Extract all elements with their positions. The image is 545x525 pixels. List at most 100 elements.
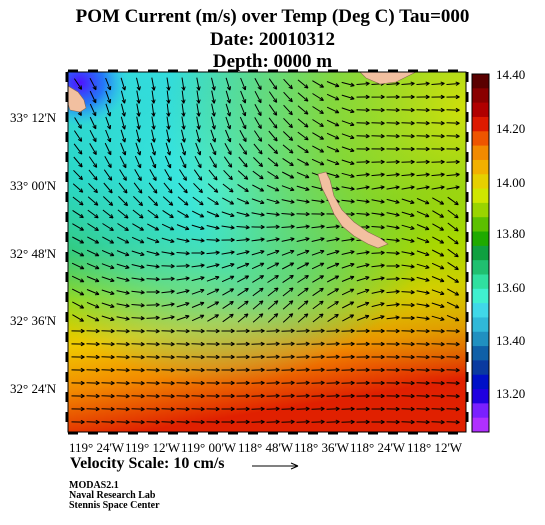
current-vector-arrow: [371, 94, 385, 100]
current-vector-arrow: [282, 157, 294, 167]
current-vector-arrow: [161, 315, 175, 320]
colorbar-swatch: [472, 102, 489, 118]
current-vector-arrow: [117, 209, 129, 219]
current-vector-arrow: [326, 354, 340, 360]
current-vector-arrow: [283, 78, 293, 90]
current-vector-arrow: [447, 261, 459, 271]
current-vector-arrow: [161, 419, 175, 425]
current-vector-arrow: [116, 354, 130, 360]
current-vector-arrow: [147, 209, 159, 219]
current-vector-arrow: [266, 224, 280, 230]
current-vector-arrow: [416, 276, 430, 282]
current-vector-arrow: [371, 225, 385, 230]
current-vector-arrow: [221, 328, 235, 334]
current-vector-arrow: [133, 196, 144, 207]
current-vector-arrow: [104, 156, 112, 169]
current-vector-arrow: [356, 263, 370, 268]
current-vector-arrow: [161, 289, 175, 294]
current-vector-arrow: [341, 250, 355, 255]
current-vector-arrow: [371, 263, 385, 268]
current-vector-arrow: [446, 406, 460, 412]
current-vector-arrow: [446, 328, 460, 334]
current-vector-arrow: [104, 142, 112, 156]
current-vector-arrow: [161, 251, 175, 256]
current-vector-arrow: [102, 209, 114, 219]
current-vector-arrow: [386, 393, 400, 399]
map-title-date: Date: 20010312: [209, 29, 336, 50]
current-vector-arrow: [326, 419, 340, 425]
current-vector-arrow: [416, 172, 430, 177]
current-vector-arrow: [268, 117, 278, 129]
colorbar-swatch: [472, 245, 489, 261]
current-vector-arrow: [341, 237, 355, 242]
current-vector-arrow: [327, 313, 339, 323]
current-vector-arrow: [166, 103, 171, 117]
current-vector-arrow: [206, 419, 220, 425]
current-vector-arrow: [86, 406, 100, 412]
current-vector-arrow: [296, 367, 310, 373]
current-vector-arrow: [341, 262, 355, 269]
current-vector-arrow: [432, 197, 445, 205]
current-vector-arrow: [386, 146, 400, 152]
current-vector-arrow: [266, 328, 280, 334]
current-vector-arrow: [179, 155, 187, 169]
current-vector-arrow: [131, 290, 145, 295]
current-vector-arrow: [311, 211, 325, 217]
current-vector-arrow: [149, 169, 157, 182]
current-vector-arrow: [206, 211, 220, 218]
current-vector-arrow: [252, 170, 264, 180]
current-vector-arrow: [252, 300, 264, 310]
current-vector-arrow: [283, 104, 293, 116]
current-vector-arrow: [296, 185, 310, 191]
current-vector-arrow: [356, 341, 370, 347]
current-vector-arrow: [161, 380, 175, 386]
current-vector-arrow: [356, 250, 370, 255]
current-vector-arrow: [251, 262, 265, 270]
current-vector-arrow: [446, 367, 460, 373]
current-vector-arrow: [431, 81, 445, 86]
current-vector-arrow: [386, 185, 400, 190]
current-vector-arrow: [221, 367, 235, 373]
current-vector-arrow: [103, 169, 113, 181]
current-vector-arrow: [101, 406, 115, 412]
current-vector-arrow: [166, 77, 171, 91]
current-vector-arrow: [146, 237, 160, 244]
current-vector-arrow: [180, 142, 187, 156]
current-vector-arrow: [268, 104, 278, 116]
current-vector-arrow: [431, 133, 445, 139]
current-vector-arrow: [71, 354, 85, 360]
current-vector-arrow: [446, 314, 460, 322]
current-vector-arrow: [135, 129, 141, 143]
current-vector-arrow: [446, 120, 460, 126]
current-vector-arrow: [416, 197, 430, 205]
current-vector-arrow: [251, 354, 265, 360]
colorbar-swatch: [472, 188, 489, 204]
current-vector-arrow: [136, 77, 141, 91]
current-vector-arrow: [87, 236, 100, 244]
current-vector-arrow: [116, 328, 130, 334]
current-vector-arrow: [281, 380, 295, 386]
current-vector-arrow: [282, 287, 294, 297]
current-vector-arrow: [209, 142, 217, 156]
current-vector-arrow: [446, 185, 460, 190]
current-vector-arrow: [251, 406, 265, 412]
current-vector-arrow: [327, 301, 339, 309]
current-vector-arrow: [266, 380, 280, 386]
current-vector-arrow: [416, 224, 430, 231]
current-vector-arrow: [252, 184, 265, 192]
current-vector-arrow: [102, 196, 114, 206]
current-vector-arrow: [431, 367, 445, 373]
current-vector-arrow: [312, 300, 324, 310]
current-vector-arrow: [401, 380, 415, 386]
current-vector-arrow: [401, 107, 415, 113]
velocity-scale-arrow: [252, 462, 299, 470]
current-vector-arrow: [146, 406, 160, 412]
current-vector-arrow: [72, 209, 84, 219]
current-vector-arrow: [416, 393, 430, 399]
current-vector-arrow: [446, 133, 460, 139]
current-vector-arrow: [401, 159, 415, 165]
current-vector-arrow: [239, 130, 247, 143]
current-vector-arrow: [282, 274, 294, 284]
current-vector-arrow: [253, 130, 263, 142]
